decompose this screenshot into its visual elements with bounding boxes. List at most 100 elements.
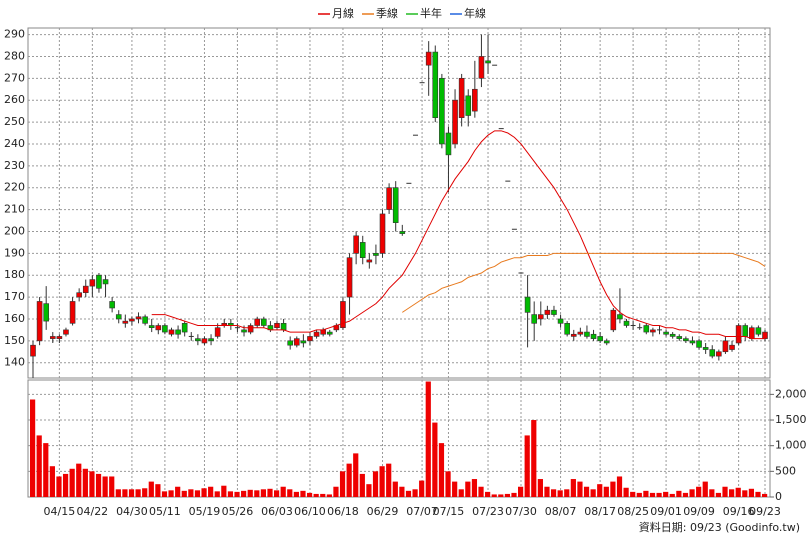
- candle-body: [49, 336, 56, 339]
- volume-bar: [241, 490, 247, 497]
- volume-bar: [89, 471, 95, 497]
- candle-body: [234, 327, 240, 329]
- x-tick-label: 08/17: [584, 505, 616, 518]
- volume-tick-label: 1,000: [775, 439, 807, 452]
- candle-body: [188, 335, 194, 337]
- volume-bar: [531, 420, 537, 497]
- volume-bar: [379, 466, 385, 497]
- volume-bar: [95, 473, 102, 497]
- candle-body: [359, 242, 366, 258]
- candle-body: [511, 228, 517, 230]
- candle-body: [195, 338, 201, 342]
- candle-body: [69, 301, 76, 324]
- candle-body: [353, 235, 359, 254]
- volume-bar: [102, 476, 108, 497]
- moving-average-line: [151, 130, 765, 340]
- y-tick-label: 220: [4, 181, 25, 194]
- candle-body: [115, 314, 122, 320]
- y-tick-label: 170: [4, 290, 25, 303]
- candle-body: [326, 331, 333, 335]
- candle-body: [148, 325, 155, 328]
- y-tick-label: 280: [4, 49, 25, 62]
- candle-body: [735, 325, 742, 344]
- volume-bar: [313, 493, 319, 497]
- volume-bar: [293, 491, 299, 497]
- volume-bar: [458, 489, 464, 497]
- y-tick-label: 260: [4, 93, 25, 106]
- candle-body: [412, 134, 418, 136]
- volume-bar: [122, 489, 128, 497]
- volume-bar: [537, 479, 543, 497]
- volume-bar: [465, 481, 471, 497]
- candle-body: [320, 329, 326, 335]
- volume-bar: [326, 494, 332, 497]
- candle-body: [577, 331, 584, 335]
- volume-bar: [366, 484, 372, 497]
- volume-bar: [616, 476, 623, 497]
- x-tick-label: 08/07: [545, 505, 577, 518]
- volume-bar: [577, 481, 583, 497]
- x-tick-label: 04/22: [76, 505, 108, 518]
- candle-body: [762, 331, 768, 339]
- volume-bar: [274, 490, 280, 497]
- candle-body: [637, 327, 643, 329]
- volume-bar: [214, 491, 220, 497]
- volume-bar: [676, 490, 682, 497]
- volume-bar: [221, 485, 227, 497]
- legend-label: 年線: [464, 6, 486, 20]
- volume-bar: [722, 486, 728, 497]
- candle-body: [96, 274, 102, 289]
- candle-body: [406, 182, 412, 184]
- candle-body: [729, 344, 735, 350]
- volume-bar: [82, 468, 88, 497]
- y-tick-label: 200: [4, 224, 25, 237]
- volume-bar: [201, 488, 207, 497]
- volume-bar: [478, 486, 484, 497]
- volume-bar: [135, 489, 141, 497]
- candle-body: [689, 340, 696, 344]
- candle-body: [155, 325, 162, 331]
- volume-bar: [43, 443, 49, 497]
- volume-bar: [227, 491, 234, 497]
- candle-body: [716, 351, 722, 357]
- volume-bar: [142, 488, 148, 497]
- volume-bar: [155, 484, 161, 497]
- candle-body: [82, 285, 89, 293]
- y-tick-label: 180: [4, 268, 25, 281]
- volume-bar: [115, 489, 121, 497]
- candle-body: [458, 78, 465, 118]
- x-tick-label: 09/09: [683, 505, 715, 518]
- volume-bar: [729, 489, 735, 497]
- volume-bar: [412, 489, 418, 497]
- candle-body: [247, 325, 254, 333]
- x-tick-label: 09/01: [650, 505, 682, 518]
- candle-body: [505, 180, 511, 182]
- volume-bar: [471, 479, 478, 497]
- x-tick-label: 09/23: [749, 505, 781, 518]
- volume-bar: [636, 492, 642, 497]
- candle-body: [181, 323, 188, 333]
- candle-body: [650, 329, 656, 333]
- volume-bar: [590, 489, 596, 497]
- volume-bar: [755, 491, 761, 497]
- candle-body: [610, 309, 617, 331]
- volume-bar: [762, 493, 768, 497]
- volume-bar: [254, 490, 260, 497]
- candle-body: [452, 99, 458, 145]
- x-tick-label: 08/25: [617, 505, 649, 518]
- volume-bar: [346, 463, 352, 497]
- volume-bar: [267, 488, 273, 497]
- candle-body: [30, 344, 36, 357]
- candle-body: [313, 331, 320, 337]
- volume-bar: [485, 491, 491, 497]
- volume-bar: [544, 486, 550, 497]
- y-tick-label: 290: [4, 28, 25, 41]
- volume-bar: [583, 486, 590, 497]
- volume-bar: [432, 422, 438, 497]
- volume-bar: [300, 490, 306, 497]
- volume-bar: [76, 463, 82, 497]
- candle-body: [603, 340, 610, 344]
- volume-tick-label: 500: [775, 464, 796, 477]
- candle-body: [379, 213, 386, 254]
- candle-body: [623, 320, 630, 326]
